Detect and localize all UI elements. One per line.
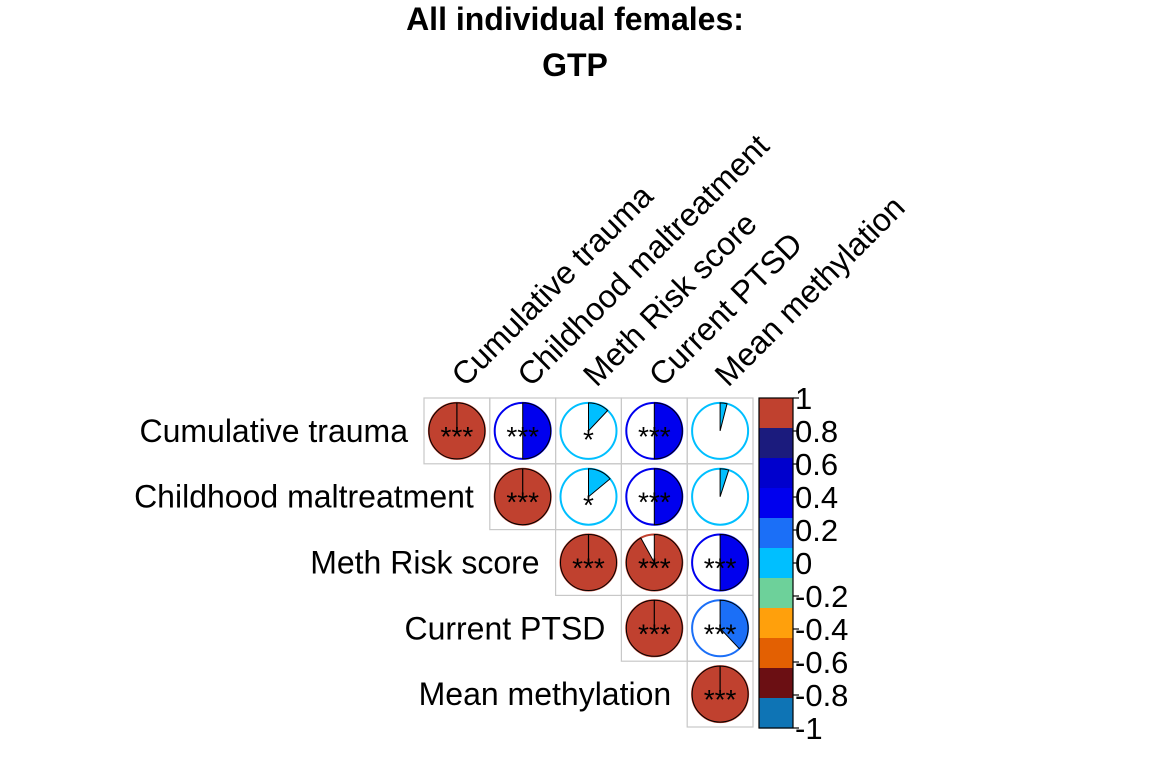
cell-childhood-maltreatment-meth-risk-score-significance: * [583,490,594,521]
cell-meth-risk-score-meth-risk-score-significance: *** [572,553,605,584]
cell-childhood-maltreatment-current-ptsd-significance: *** [638,487,671,518]
cell-childhood-maltreatment-childhood-maltreatment: *** [493,467,552,526]
colorbar-segment [759,578,793,609]
cell-cumulative-trauma-childhood-maltreatment-significance: *** [506,421,539,452]
colorbar-tick-label: 0.8 [795,414,838,449]
chart-title-line1: All individual females: [406,1,744,37]
colorbar-segment [759,398,793,429]
colorbar-segment [759,608,793,639]
cell-childhood-maltreatment-current-ptsd: *** [625,467,684,526]
colorbar-segment [759,548,793,579]
colorbar-tick-label: -1 [795,711,823,746]
cell-meth-risk-score-mean-methylation-pie [719,533,749,592]
colorbar-tick-label: 1 [795,381,812,416]
cell-current-ptsd-mean-methylation: *** [691,599,750,658]
cell-cumulative-trauma-childhood-maltreatment: *** [493,401,552,460]
colorbar-tick-label: -0.4 [795,612,848,647]
cell-grid [423,397,754,728]
colorbar-tick-label: 0 [795,546,812,581]
cell-current-ptsd-current-ptsd: *** [625,599,684,658]
cell-cumulative-trauma-cumulative-trauma: *** [427,401,486,460]
color-legend: 10.80.60.40.20-0.2-0.4-0.6-0.8-1 [758,381,848,746]
correlation-pies: *** *** * ****** * ****** *** ****** ****** [427,401,750,724]
cell-cumulative-trauma-current-ptsd: *** [625,401,684,460]
cell-mean-methylation-mean-methylation-significance: *** [704,684,737,715]
row-label-current-ptsd: Current PTSD [404,610,605,646]
cell-meth-risk-score-mean-methylation: *** [691,533,750,592]
cell-meth-risk-score-current-ptsd-pie [625,533,683,591]
cell-meth-risk-score-mean-methylation-significance: *** [704,553,737,584]
row-label-meth-risk-score: Meth Risk score [310,545,539,581]
colorbar-tick-label: 0.2 [795,513,838,548]
cell-cumulative-trauma-meth-risk-score: * [559,401,618,460]
cell-cumulative-trauma-mean-methylation-pie [719,402,728,432]
cell-childhood-maltreatment-meth-risk-score: * [559,467,618,526]
row-label-childhood-maltreatment: Childhood maltreatment [134,479,474,515]
colorbar-segment [759,518,793,549]
colorbar-segment [759,638,793,669]
cell-childhood-maltreatment-childhood-maltreatment-significance: *** [506,487,539,518]
colorbar-segment [759,668,793,699]
cell-cumulative-trauma-mean-methylation [691,401,750,460]
cell-cumulative-trauma-cumulative-trauma-significance: *** [441,421,474,452]
row-label-cumulative-trauma: Cumulative trauma [139,413,408,449]
cell-mean-methylation-mean-methylation-box [686,660,754,728]
cell-childhood-maltreatment-mean-methylation-pie [719,468,730,497]
cell-childhood-maltreatment-current-ptsd-pie [653,468,683,526]
cell-meth-risk-score-current-ptsd-significance: *** [638,553,671,584]
colorbar-tick-label: -0.8 [795,678,848,713]
cell-cumulative-trauma-current-ptsd-pie [653,402,683,460]
colorbar-tick-label: 0.6 [795,447,838,482]
cell-mean-methylation-mean-methylation: *** [691,665,750,724]
cell-current-ptsd-current-ptsd-significance: *** [638,618,671,649]
colorbar-tick-label: -0.6 [795,645,848,680]
cell-current-ptsd-mean-methylation-significance: *** [704,618,737,649]
cell-childhood-maltreatment-meth-risk-score-pie [588,468,611,498]
cell-meth-risk-score-meth-risk-score: *** [559,533,618,592]
cell-cumulative-trauma-childhood-maltreatment-pie [522,402,552,460]
cell-cumulative-trauma-current-ptsd-significance: *** [638,421,671,452]
colorbar-segment [759,428,793,459]
cell-current-ptsd-mean-methylation-pie [719,599,749,650]
colorbar-segment [759,458,793,489]
chart-title-line2: GTP [542,47,608,83]
colorbar-segment [759,488,793,519]
row-label-mean-methylation: Mean methylation [419,676,672,712]
row-labels: Cumulative trauma Childhood maltreatment M… [134,413,671,712]
cell-childhood-maltreatment-mean-methylation [691,467,750,526]
colorbar-tick-label: -0.2 [795,579,848,614]
cell-cumulative-trauma-meth-risk-score-significance: * [583,424,594,455]
cell-cumulative-trauma-meth-risk-score-pie [588,402,609,433]
colorbar-tick-label: 0.4 [795,480,838,515]
colorbar-segment [759,698,793,729]
cell-meth-risk-score-current-ptsd: *** [625,533,684,592]
